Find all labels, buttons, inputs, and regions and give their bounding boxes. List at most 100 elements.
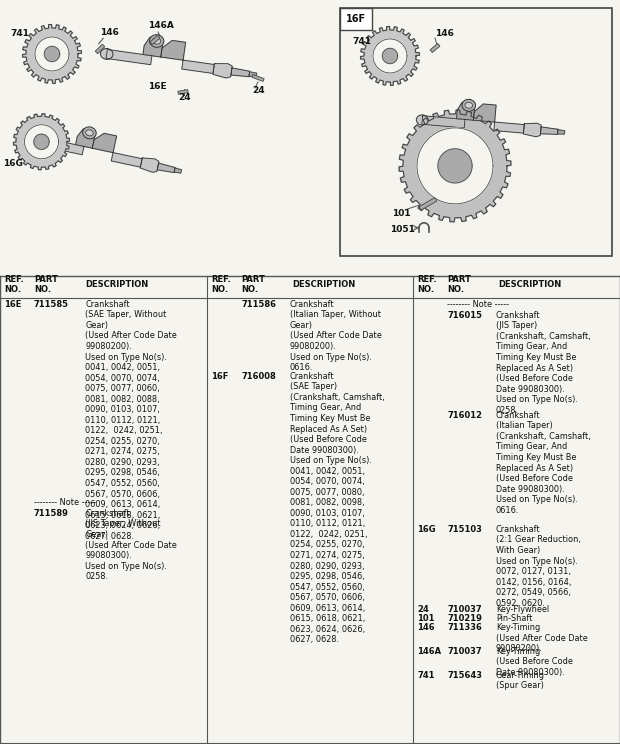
Text: Crankshaft
(SAE Taper)
(Crankshaft, Camshaft,
Timing Gear, And
Timing Key Must B: Crankshaft (SAE Taper) (Crankshaft, Cams… [290, 372, 385, 644]
Polygon shape [140, 158, 159, 173]
Ellipse shape [100, 48, 113, 60]
Ellipse shape [149, 35, 164, 48]
Text: 710037: 710037 [447, 605, 482, 614]
Text: PART
NO.: PART NO. [34, 275, 58, 295]
Text: 715103: 715103 [447, 525, 482, 534]
Polygon shape [34, 134, 49, 150]
Text: DESCRIPTION: DESCRIPTION [498, 280, 561, 289]
Polygon shape [422, 116, 465, 128]
Text: 710037: 710037 [447, 647, 482, 656]
Text: Pin-Shaft: Pin-Shaft [496, 614, 533, 623]
Text: Crankshaft
(SAE Taper, Without
Gear)
(Used After Code Date
99080200).
Used on Ty: Crankshaft (SAE Taper, Without Gear) (Us… [85, 300, 177, 541]
Text: 16E: 16E [4, 300, 21, 309]
Polygon shape [373, 39, 407, 73]
Text: 716008: 716008 [241, 372, 276, 381]
Bar [340, 8, 612, 256]
Ellipse shape [416, 115, 428, 125]
Polygon shape [557, 129, 565, 134]
Polygon shape [383, 48, 397, 63]
Text: Key-Flywheel: Key-Flywheel [496, 605, 549, 614]
Polygon shape [249, 71, 257, 77]
Text: 16G: 16G [3, 159, 23, 168]
Polygon shape [182, 60, 215, 74]
Text: 16F: 16F [346, 14, 366, 24]
Text: 711585: 711585 [34, 300, 69, 309]
Text: REF.
NO.: REF. NO. [211, 275, 231, 295]
Polygon shape [24, 125, 58, 158]
Polygon shape [157, 163, 175, 173]
Polygon shape [161, 40, 185, 60]
Text: DESCRIPTION: DESCRIPTION [292, 280, 355, 289]
Text: REF.
NO.: REF. NO. [417, 275, 436, 295]
Text: 711589: 711589 [34, 509, 69, 518]
Text: 101: 101 [417, 614, 435, 623]
Text: 16G: 16G [417, 525, 436, 534]
Ellipse shape [35, 137, 47, 147]
Text: 146: 146 [100, 28, 119, 37]
Text: DESCRIPTION: DESCRIPTION [85, 280, 148, 289]
Text: 146: 146 [435, 30, 454, 39]
Text: Crankshaft
(JIS Taper)
(Crankshaft, Camshaft,
Timing Gear, And
Timing Key Must B: Crankshaft (JIS Taper) (Crankshaft, Cams… [496, 311, 591, 414]
Text: Crankshaft
(JIS Taper, Without
Gear)
(Used After Code Date
99080300).
Used on Ty: Crankshaft (JIS Taper, Without Gear) (Us… [85, 509, 177, 581]
Polygon shape [399, 110, 511, 222]
Text: Gear-Timing
(Spur Gear): Gear-Timing (Spur Gear) [496, 670, 545, 690]
Text: -------- Note -----: -------- Note ----- [447, 300, 509, 309]
Text: REF.
NO.: REF. NO. [4, 275, 24, 295]
Polygon shape [40, 138, 84, 155]
Polygon shape [35, 37, 69, 71]
Text: 16E: 16E [148, 83, 167, 92]
Polygon shape [14, 114, 69, 170]
Text: 741: 741 [417, 670, 435, 679]
Text: 711586: 711586 [241, 300, 276, 309]
Text: 24: 24 [178, 94, 190, 103]
Text: Crankshaft
(2:1 Gear Reduction,
With Gear)
Used on Type No(s).
0072, 0127, 0131,: Crankshaft (2:1 Gear Reduction, With Gea… [496, 525, 581, 608]
Text: 24: 24 [252, 86, 265, 95]
Bar [419, 198, 437, 210]
Ellipse shape [86, 129, 93, 136]
Text: 101: 101 [392, 209, 410, 218]
Polygon shape [494, 122, 525, 133]
Text: 741: 741 [10, 30, 29, 39]
Polygon shape [76, 129, 95, 148]
Ellipse shape [153, 38, 161, 44]
Bar [340, 8, 372, 30]
Text: 1051: 1051 [390, 225, 415, 234]
Text: 146A: 146A [148, 22, 174, 31]
Bar [95, 44, 105, 54]
Text: -------- Note -----: -------- Note ----- [34, 498, 96, 507]
Polygon shape [523, 124, 541, 137]
Polygon shape [45, 46, 60, 62]
Text: PART
NO.: PART NO. [447, 275, 471, 295]
Bar [430, 43, 440, 53]
Ellipse shape [82, 126, 96, 139]
Text: 710219: 710219 [447, 614, 482, 623]
Polygon shape [474, 104, 496, 122]
Polygon shape [417, 128, 493, 204]
Polygon shape [92, 133, 117, 153]
Text: 16F: 16F [211, 372, 228, 381]
Polygon shape [231, 68, 250, 77]
Text: Key-Timing
(Used Before Code
Date 99080300).: Key-Timing (Used Before Code Date 990803… [496, 647, 573, 677]
Text: 24: 24 [417, 605, 429, 614]
Ellipse shape [462, 100, 476, 112]
Bar [150, 36, 160, 45]
Text: 146: 146 [417, 623, 435, 632]
Text: Crankshaft
(Italian Taper, Without
Gear)
(Used After Code Date
99080200).
Used o: Crankshaft (Italian Taper, Without Gear)… [290, 300, 382, 372]
Polygon shape [22, 25, 81, 83]
Text: 711336: 711336 [447, 623, 482, 632]
Text: 716015: 716015 [447, 311, 482, 320]
Bar [252, 74, 264, 81]
Text: 715643: 715643 [447, 670, 482, 679]
Polygon shape [111, 153, 142, 167]
Ellipse shape [465, 103, 472, 109]
Bar [178, 89, 188, 94]
Polygon shape [360, 27, 420, 86]
Text: 741: 741 [352, 37, 371, 46]
Polygon shape [213, 64, 232, 78]
Polygon shape [438, 149, 472, 183]
Polygon shape [541, 127, 558, 135]
Polygon shape [106, 50, 152, 65]
Polygon shape [174, 168, 182, 173]
Text: 146A: 146A [417, 647, 441, 656]
Polygon shape [143, 37, 163, 57]
